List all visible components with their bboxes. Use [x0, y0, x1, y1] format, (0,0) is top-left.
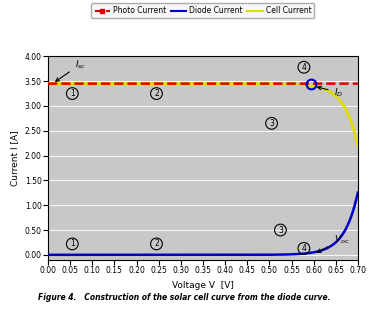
Text: 4: 4	[301, 244, 306, 253]
Text: $I_{sc}$: $I_{sc}$	[56, 58, 86, 81]
X-axis label: Voltage V  [V]: Voltage V [V]	[172, 280, 234, 290]
Text: Figure 4.   Construction of the solar cell curve from the diode curve.: Figure 4. Construction of the solar cell…	[38, 294, 331, 302]
Text: 2: 2	[154, 89, 159, 98]
Text: 4: 4	[301, 63, 306, 72]
Text: 1: 1	[70, 89, 75, 98]
Text: 3: 3	[269, 119, 274, 128]
Text: $I_D$: $I_D$	[318, 86, 343, 99]
Text: $V_{oc}$: $V_{oc}$	[317, 233, 349, 253]
Text: 1: 1	[70, 239, 75, 249]
Legend: Photo Current, Diode Current, Cell Current: Photo Current, Diode Current, Cell Curre…	[92, 3, 314, 18]
Y-axis label: Current I [A]: Current I [A]	[10, 130, 19, 186]
Text: 3: 3	[278, 226, 283, 234]
Text: 2: 2	[154, 239, 159, 249]
